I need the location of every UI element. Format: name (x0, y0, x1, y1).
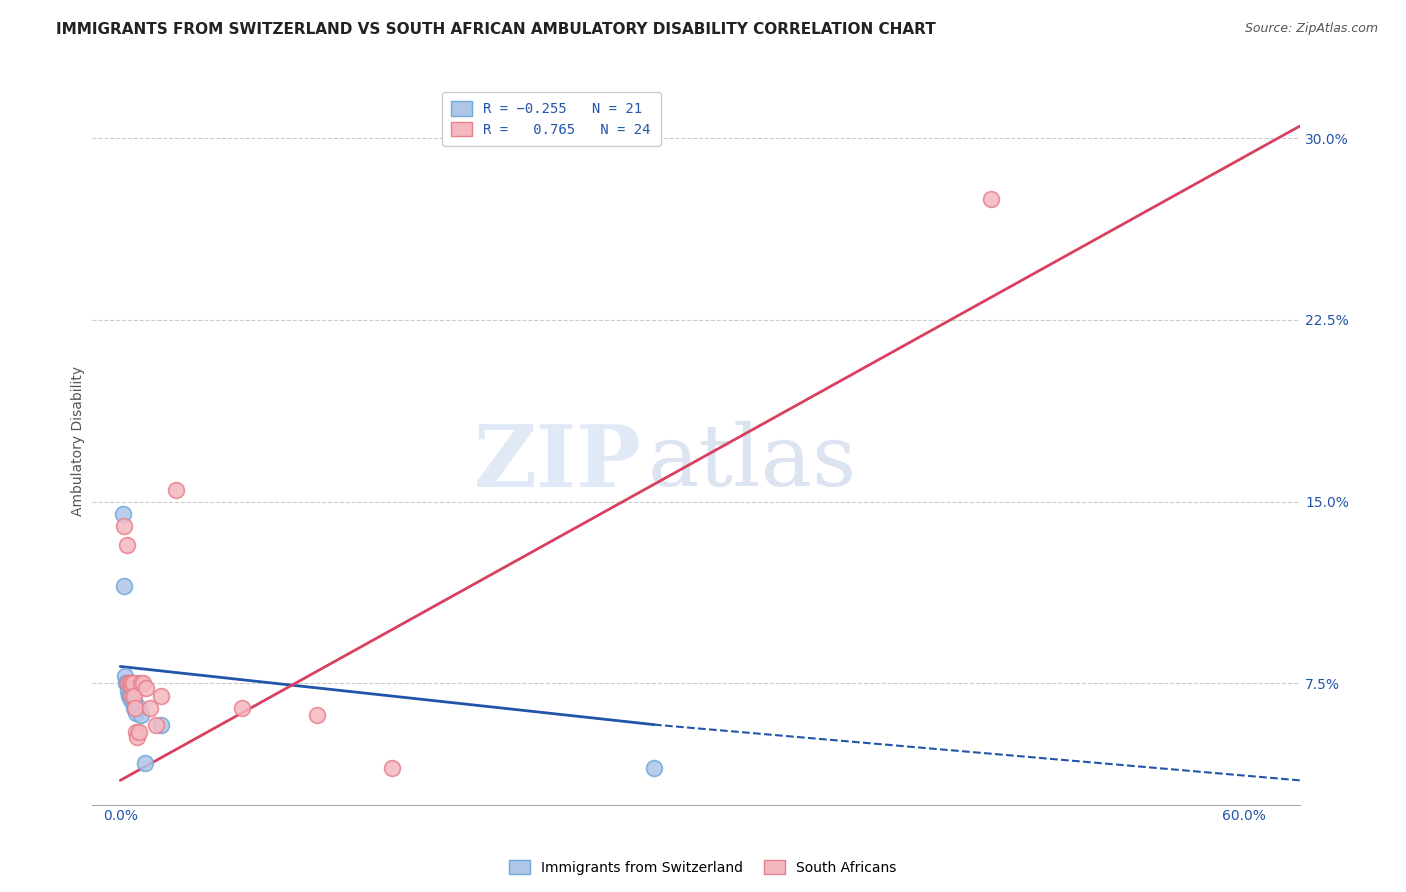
Point (980, 192, 1002, 206)
Point (125, 706, 148, 720)
Point (129, 707, 152, 722)
Point (117, 683, 139, 698)
Point (129, 676, 152, 690)
Point (112, 579, 135, 593)
Point (381, 761, 404, 775)
Point (122, 676, 145, 690)
Point (128, 700, 150, 714)
Point (124, 689, 146, 703)
Point (150, 689, 173, 703)
Point (121, 689, 143, 703)
Point (132, 676, 155, 690)
Point (120, 676, 142, 690)
Text: atlas: atlas (648, 421, 856, 505)
Point (643, 761, 665, 775)
Point (124, 700, 146, 714)
Text: Source: ZipAtlas.com: Source: ZipAtlas.com (1244, 22, 1378, 36)
Point (231, 700, 253, 714)
Point (150, 717, 173, 731)
Legend: Immigrants from Switzerland, South Africans: Immigrants from Switzerland, South Afric… (503, 855, 903, 880)
Point (118, 689, 141, 703)
Text: ZIP: ZIP (474, 421, 641, 505)
Point (127, 676, 149, 690)
Point (115, 676, 138, 690)
Point (118, 676, 141, 690)
Point (112, 507, 135, 521)
Point (121, 676, 143, 690)
Point (135, 681, 157, 696)
Point (127, 730, 149, 744)
Text: IMMIGRANTS FROM SWITZERLAND VS SOUTH AFRICAN AMBULATORY DISABILITY CORRELATION C: IMMIGRANTS FROM SWITZERLAND VS SOUTH AFR… (56, 22, 936, 37)
Point (117, 676, 139, 690)
Point (122, 693, 145, 707)
Point (121, 676, 143, 690)
Point (115, 538, 138, 552)
Point (112, 519, 135, 533)
Point (305, 707, 328, 722)
Legend: R = −0.255   N = 21, R =   0.765   N = 24: R = −0.255 N = 21, R = 0.765 N = 24 (441, 92, 661, 146)
Point (139, 700, 162, 714)
Point (125, 725, 148, 739)
Point (145, 717, 167, 731)
Point (124, 696, 146, 710)
Point (120, 693, 142, 707)
Point (128, 725, 150, 739)
Point (134, 756, 156, 771)
Y-axis label: Ambulatory Disability: Ambulatory Disability (72, 366, 86, 516)
Point (166, 483, 188, 497)
Point (124, 700, 146, 714)
Point (118, 689, 141, 703)
Point (114, 669, 136, 683)
Point (115, 676, 138, 690)
Point (121, 681, 143, 696)
